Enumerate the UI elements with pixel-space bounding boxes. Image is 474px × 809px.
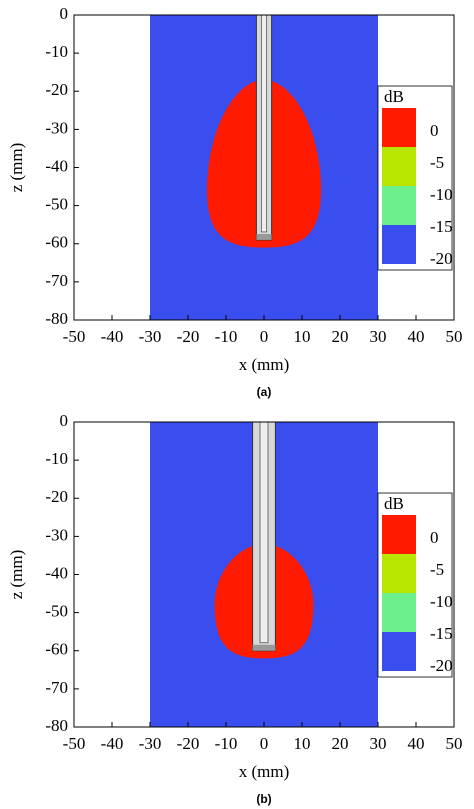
y-tick-label: -80 [45,309,68,328]
colorbar-label: -5 [430,560,444,579]
y-tick-label: -10 [45,42,68,61]
colorbar-label: 0 [430,528,439,547]
x-tick-label: -40 [101,734,124,753]
x-tick-label: 10 [294,734,311,753]
colorbar-swatch [382,515,416,554]
y-tick-label: -30 [45,118,68,137]
y-tick-label: -10 [45,449,68,468]
x-tick-label: 0 [260,327,269,346]
x-tick-label: 20 [332,734,349,753]
x-tick-label: 50 [446,327,463,346]
x-tick-label: -10 [215,734,238,753]
y-axis-label: z (mm) [7,143,26,193]
colorbar-swatch [382,147,416,186]
y-tick-label: 0 [60,411,69,430]
colorbar-swatch [382,186,416,225]
x-tick-label: -20 [177,734,200,753]
x-tick-label: -50 [63,734,86,753]
y-tick-label: -60 [45,640,68,659]
y-tick-label: 0 [60,4,69,23]
y-tick-label: -70 [45,271,68,290]
colorbar-label: -15 [430,217,453,236]
caption: (a) [257,385,272,399]
probe-core [260,14,268,233]
colorbar-label: -5 [430,153,444,172]
x-tick-label: 10 [294,327,311,346]
x-tick-label: -20 [177,327,200,346]
colorbar-swatch [382,554,416,593]
colorbar-label: -10 [430,185,453,204]
x-tick-label: 30 [370,327,387,346]
x-tick-label: -30 [139,327,162,346]
x-axis-label: x (mm) [239,762,290,781]
colorbar-label: -15 [430,624,453,643]
x-tick-label: -40 [101,327,124,346]
colorbar-label: -20 [430,656,453,675]
caption: (b) [256,792,271,806]
x-tick-label: -30 [139,734,162,753]
y-tick-label: -20 [45,80,68,99]
x-tick-label: 50 [446,734,463,753]
x-tick-label: 20 [332,327,349,346]
x-tick-label: 0 [260,734,269,753]
colorbar-label: -10 [430,592,453,611]
y-tick-label: -80 [45,716,68,735]
x-axis-label: x (mm) [239,355,290,374]
y-tick-label: -40 [45,156,68,175]
probe-tip [252,644,276,651]
x-tick-label: -10 [215,327,238,346]
y-tick-label: -70 [45,678,68,697]
y-tick-label: -50 [45,195,68,214]
colorbar-label: -20 [430,249,453,268]
colorbar-label: 0 [430,121,439,140]
x-tick-label: -50 [63,327,86,346]
y-tick-label: -30 [45,525,68,544]
probe-core [259,421,269,644]
y-tick-label: -20 [45,487,68,506]
x-tick-label: 30 [370,734,387,753]
colorbar-swatch [382,225,416,264]
probe-tip [256,233,272,240]
colorbar-title: dB [384,87,404,106]
y-axis-label: z (mm) [7,550,26,600]
colorbar-swatch [382,632,416,671]
y-tick-label: -60 [45,233,68,252]
x-tick-label: 40 [408,327,425,346]
y-tick-label: -40 [45,563,68,582]
y-tick-label: -50 [45,602,68,621]
colorbar-swatch [382,593,416,632]
x-tick-label: 40 [408,734,425,753]
colorbar-title: dB [384,494,404,513]
colorbar-swatch [382,108,416,147]
